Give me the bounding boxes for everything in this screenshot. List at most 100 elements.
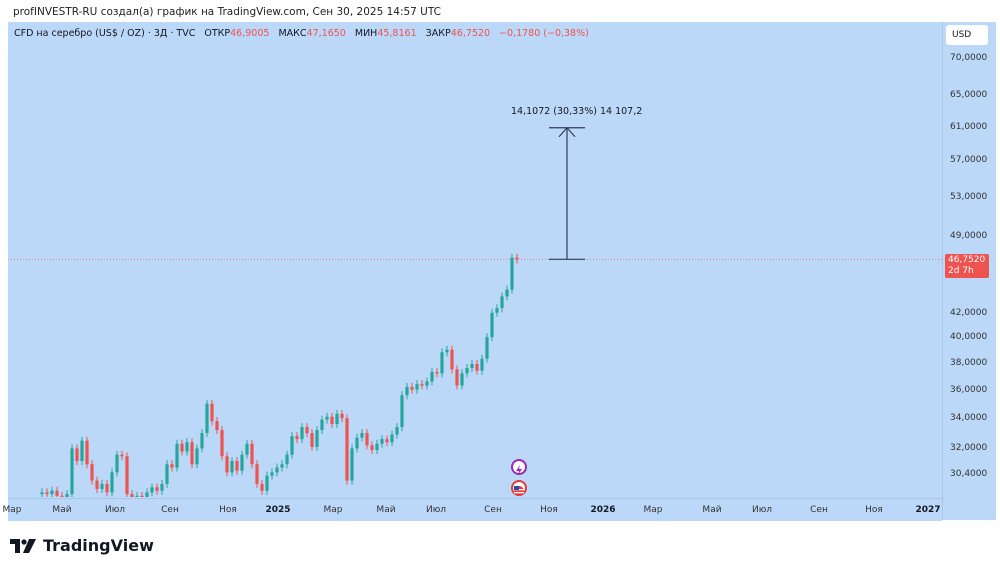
- candle-down: [60, 495, 64, 497]
- candle-down: [410, 386, 414, 390]
- price-tick-label: 53,0000: [950, 191, 988, 202]
- bar-countdown: 2d 7h: [948, 266, 974, 277]
- candle-up: [415, 384, 419, 390]
- open-value: 46,9005: [230, 28, 270, 39]
- candle-up: [290, 436, 294, 455]
- candle-down: [90, 464, 94, 481]
- time-tick-label: Мар: [323, 505, 343, 515]
- candle-up: [280, 464, 284, 468]
- candle-up: [405, 386, 409, 396]
- candle-down: [255, 464, 259, 484]
- candle-up: [325, 416, 329, 420]
- candle-down: [310, 433, 314, 447]
- time-tick-label: Мар: [2, 505, 22, 515]
- candle-down: [345, 418, 349, 481]
- candle-up: [150, 487, 154, 493]
- candle-down: [455, 369, 459, 386]
- last-price: 46,7520: [948, 255, 986, 266]
- candle-up: [50, 490, 54, 495]
- time-tick-label: Ноя: [540, 505, 558, 515]
- candle-down: [45, 492, 49, 495]
- candle-down: [180, 443, 184, 452]
- price-tick-label: 42,0000: [950, 307, 988, 318]
- candle-up: [480, 358, 484, 371]
- candle-up: [205, 403, 209, 434]
- candle-up: [285, 454, 289, 465]
- time-tick-label: Июл: [751, 505, 773, 515]
- candle-up: [355, 437, 359, 449]
- candle-up: [400, 395, 404, 428]
- candle-down: [220, 430, 224, 457]
- chart-attribution: profINVESTR-RU создал(а) график на Tradi…: [13, 6, 441, 18]
- candle-up: [350, 448, 354, 481]
- candle-up: [275, 467, 279, 473]
- price-tick-label: 32,0000: [950, 443, 988, 454]
- candle-up: [375, 443, 379, 450]
- price-tick-label: 70,0000: [950, 53, 988, 63]
- candle-up: [40, 492, 44, 495]
- candle-down: [475, 364, 479, 371]
- candle-up: [440, 352, 444, 374]
- candle-down: [215, 421, 219, 431]
- candle-up: [265, 475, 269, 491]
- time-tick-label: 2027: [915, 505, 941, 515]
- price-tick-label: 34,0000: [950, 413, 988, 424]
- time-tick-label: Май: [52, 505, 72, 515]
- candle-down: [370, 445, 374, 450]
- measure-arrow-icon: [558, 126, 576, 138]
- candle-up: [245, 443, 249, 455]
- candle-down: [120, 454, 124, 457]
- candle-down: [260, 483, 264, 491]
- last-price-tag: 46,7520 2d 7h: [945, 254, 989, 279]
- price-tick-label: 57,0000: [950, 155, 988, 166]
- time-tick-label: Сен: [484, 505, 502, 515]
- brand-name: TradingView: [43, 536, 154, 555]
- candle-up: [360, 433, 364, 438]
- low-label: МИН: [354, 28, 378, 39]
- time-axis[interactable]: [8, 498, 942, 521]
- candle-up: [135, 495, 139, 497]
- candle-up: [395, 427, 399, 435]
- candle-down: [170, 464, 174, 468]
- candle-down: [85, 440, 89, 465]
- chart-pane[interactable]: [8, 22, 942, 498]
- high-label: МАКС: [278, 28, 307, 39]
- candle-up: [390, 434, 394, 443]
- price-tick-label: 61,0000: [950, 121, 988, 132]
- time-tick-label: Мар: [643, 505, 663, 515]
- candle-down: [140, 495, 144, 497]
- candle-down: [305, 427, 309, 434]
- candle-up: [445, 349, 449, 353]
- time-tick-label: Май: [376, 505, 396, 515]
- time-tick-label: 2025: [265, 505, 291, 515]
- us-flag-event-icon[interactable]: [511, 480, 527, 496]
- candle-up: [425, 381, 429, 386]
- candle-up: [495, 308, 499, 313]
- candle-down: [515, 257, 519, 260]
- candle-down: [450, 349, 454, 370]
- close-label: ЗАКР: [425, 28, 451, 39]
- candle-down: [385, 439, 389, 443]
- candle-down: [125, 456, 129, 495]
- symbol-title[interactable]: CFD на серебро (US$ / OZ) · 3Д · TVC: [14, 28, 196, 39]
- lightning-event-icon[interactable]: [511, 459, 527, 475]
- candle-up: [465, 367, 469, 374]
- candle-up: [165, 464, 169, 484]
- tradingview-logo[interactable]: TradingView: [10, 536, 154, 555]
- time-tick-label: Ноя: [865, 505, 883, 515]
- time-tick-label: Ноя: [219, 505, 237, 515]
- high-value: 47,1650: [306, 28, 346, 39]
- candle-up: [500, 296, 504, 309]
- candle-up: [470, 364, 474, 368]
- candle-down: [95, 480, 99, 489]
- candle-up: [300, 427, 304, 440]
- close-value: 46,7520: [450, 28, 491, 39]
- candle-up: [80, 440, 84, 462]
- currency-button[interactable]: USD: [946, 25, 988, 45]
- candle-down: [75, 448, 79, 462]
- price-tick-label: 49,0000: [950, 230, 988, 241]
- change-value: −0,1780 (−0,38%): [499, 28, 589, 39]
- candle-down: [330, 416, 334, 425]
- candle-down: [295, 436, 299, 440]
